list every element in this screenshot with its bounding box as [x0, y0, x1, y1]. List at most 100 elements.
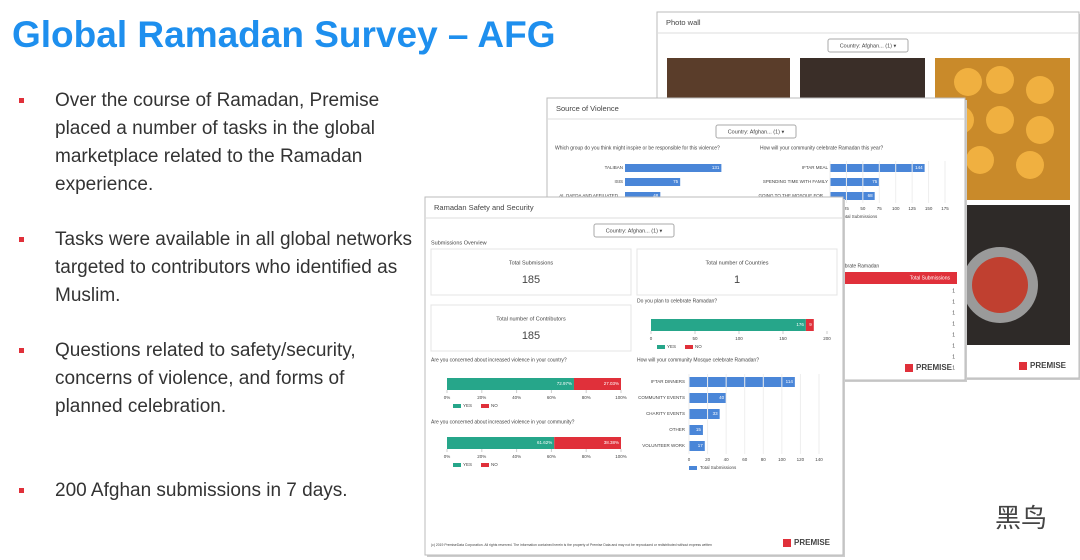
value-label: 114 [786, 379, 794, 384]
bullet: Questions related to safety/security, co… [55, 340, 356, 417]
photo-detail [1016, 151, 1044, 179]
x-tick-label: 100 [735, 336, 743, 341]
x-tick-label: 125 [908, 206, 916, 211]
x-tick-label: 60 [742, 457, 748, 462]
bar [830, 164, 925, 172]
question: Which group do you think might inspire o… [555, 145, 720, 151]
category-label: OTHER [669, 427, 686, 432]
question: How will your community celebrate Ramada… [760, 145, 883, 151]
legend-label: NO [695, 344, 702, 349]
x-tick-label: 60% [547, 395, 556, 400]
kpi-value: 185 [522, 330, 540, 342]
bullet-marker [19, 348, 24, 353]
legend-label: Total Submissions [700, 465, 737, 470]
x-tick-label: 100 [778, 457, 786, 462]
x-tick-label: 200 [823, 336, 831, 341]
photo-detail [1026, 76, 1054, 104]
table-cell: 1 [952, 365, 955, 371]
bar-segment [447, 437, 555, 449]
bar [625, 192, 661, 200]
bar [830, 192, 875, 200]
kpi-label: Total number of Contributors [496, 316, 566, 322]
filter-box [715, 124, 797, 139]
bar [830, 178, 880, 186]
x-tick-label: 0 [650, 336, 653, 341]
value-label: 176 [796, 322, 804, 327]
filter-box [593, 223, 675, 238]
table-cell: 1 [952, 332, 955, 338]
kpi-label: Total number of Countries [706, 260, 769, 266]
bar-segment [554, 437, 621, 449]
kpi-label: Total Submissions [509, 260, 554, 266]
legend-label: Total Submissions [841, 214, 878, 219]
filter: Country: Afghan... (1) ▾ [728, 129, 785, 135]
x-tick-label: 80% [582, 454, 591, 459]
filter-box [827, 38, 909, 53]
kpi-box [430, 248, 632, 296]
x-tick-label: 40% [512, 395, 521, 400]
value-label: 75 [673, 179, 679, 184]
category-label: GOING TO THE MOSQUE FOR ... [758, 193, 828, 198]
category-label: AL QAEDA AND AFFILIATED ... [559, 193, 623, 198]
x-tick-label: 25 [844, 206, 850, 211]
x-tick-label: 150 [925, 206, 933, 211]
value-label: 17 [698, 443, 704, 448]
bar [625, 164, 722, 172]
x-tick-label: 75 [877, 206, 883, 211]
bar-segment [805, 319, 814, 331]
category-label: CHARITY EVENTS [646, 411, 685, 416]
filter: Country: Afghan... (1) ▾ [606, 228, 663, 234]
x-tick-label: 150 [779, 336, 787, 341]
photo-detail [954, 68, 982, 96]
photo-detail [972, 257, 1028, 313]
bar-segment [573, 378, 621, 390]
bar [625, 178, 681, 186]
legend-label: YES [667, 344, 676, 349]
x-tick-label: 100 [892, 206, 900, 211]
x-tick-label: 0% [444, 454, 451, 459]
x-tick-label: 40% [512, 454, 521, 459]
brand: PREMISE [916, 363, 953, 372]
value-label: 144 [915, 165, 923, 170]
category-label: VOLUNTEER WORK [642, 443, 685, 448]
x-tick-label: 175 [941, 206, 949, 211]
kpi-value: 185 [522, 274, 540, 286]
value-label: 75 [872, 179, 878, 184]
kpi-box [430, 304, 632, 352]
table-cell: 1 [952, 343, 955, 349]
slide-title: Global Ramadan Survey – AFG [12, 14, 556, 55]
table-cell: 1 [952, 288, 955, 294]
value-label: 15 [696, 427, 702, 432]
kpi-value: 1 [734, 274, 740, 286]
bullet-marker [19, 98, 24, 103]
x-tick-label: 80 [761, 457, 767, 462]
legend-swatch [481, 463, 489, 467]
legend-swatch [685, 345, 693, 349]
x-tick-label: 140 [815, 457, 823, 462]
brand-logo [905, 364, 913, 372]
legend-label: YES [463, 462, 472, 467]
category-label: IFTAR DINNERS [651, 379, 685, 384]
x-tick-label: 50 [692, 336, 698, 341]
x-tick-label: 40 [724, 457, 730, 462]
legend-label: NO [491, 462, 498, 467]
value-label: 9 [809, 322, 812, 327]
photo-detail [986, 106, 1014, 134]
x-tick-label: 20% [477, 454, 486, 459]
x-tick-label: 100% [615, 454, 627, 459]
table-column: Total Submissions [910, 275, 951, 281]
card-title: Ramadan Safety and Security [434, 203, 534, 212]
bar [689, 441, 705, 451]
bar-segment [447, 378, 574, 390]
legend-label: YES [463, 403, 472, 408]
value-label: 72.97% [557, 381, 572, 386]
value-label: 27.03% [604, 381, 619, 386]
category-label: COMMUNITY EVENTS [638, 395, 685, 400]
x-tick-label: 80% [582, 395, 591, 400]
value-label: 68 [868, 193, 874, 198]
watermark: 黑鸟 [995, 503, 1048, 533]
category-label: TALIBAN [605, 165, 623, 170]
category-label: ISIS [614, 179, 623, 184]
legend-swatch [453, 404, 461, 408]
